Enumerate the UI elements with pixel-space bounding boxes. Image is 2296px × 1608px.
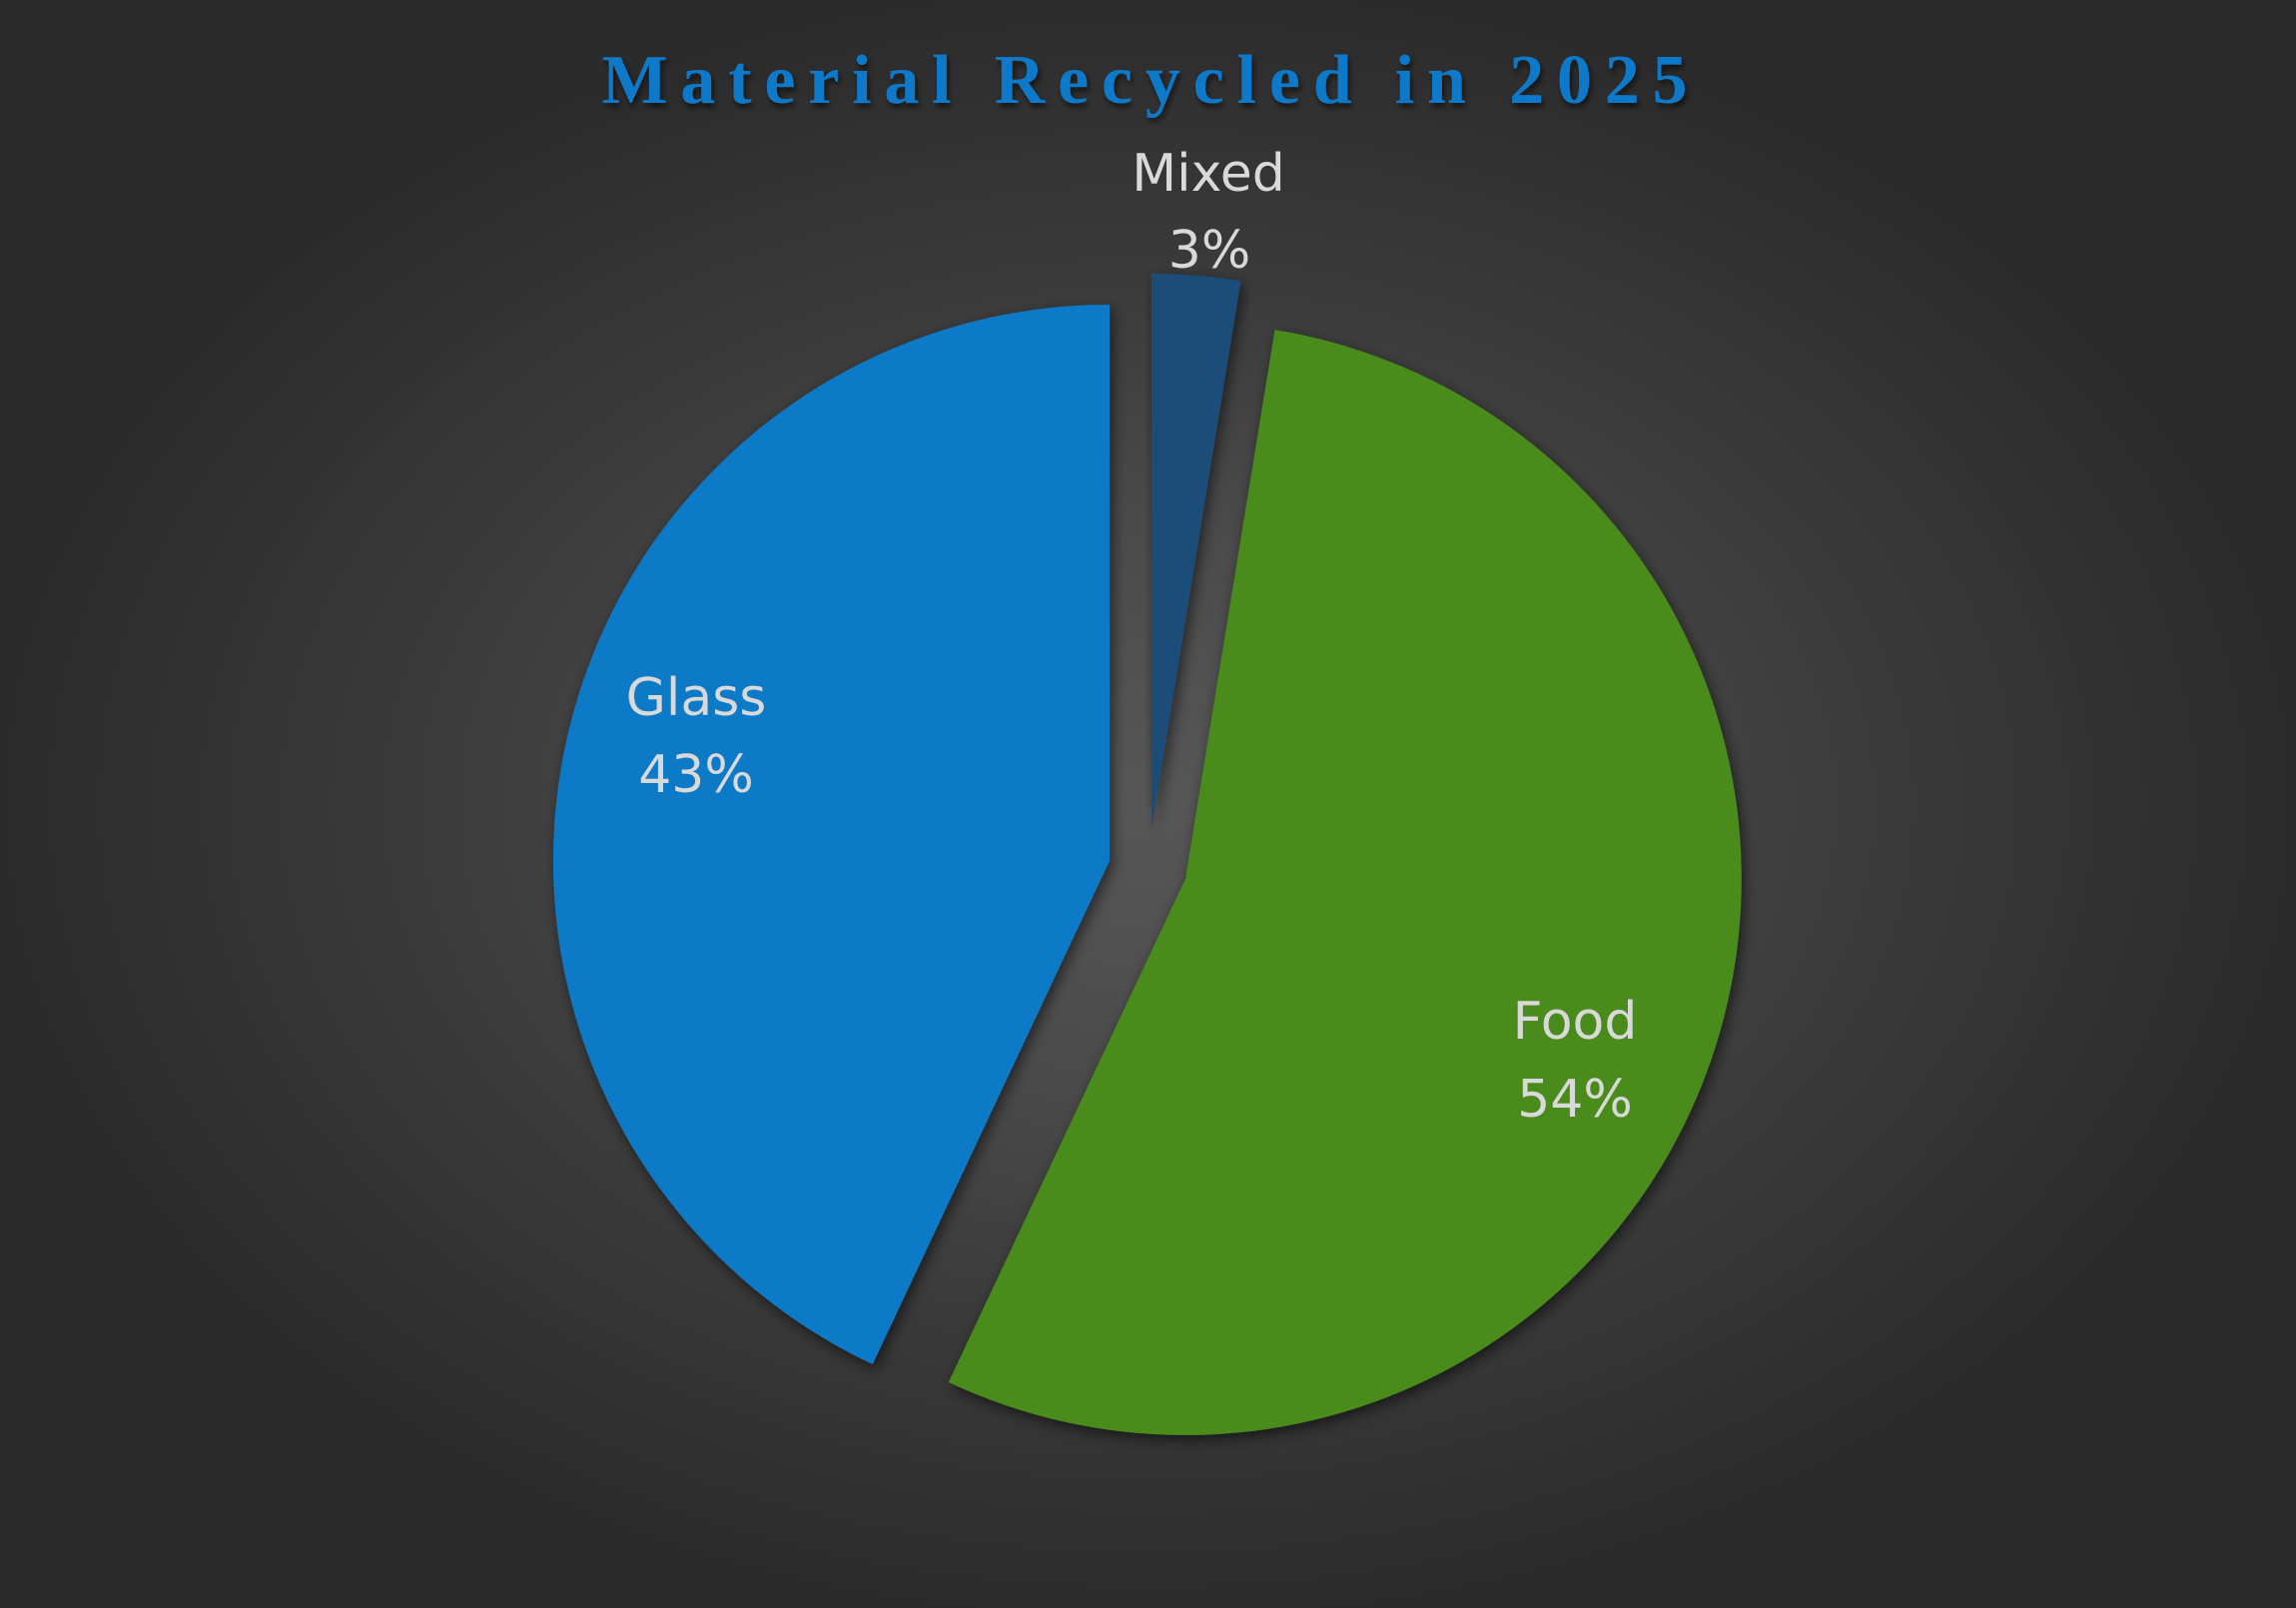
pie-slice-food[interactable] — [948, 330, 1742, 1435]
data-label-mixed: Mixed 3% — [1132, 144, 1285, 281]
data-label-glass-name: Glass — [626, 668, 767, 728]
data-label-mixed-percent: 3% — [1168, 221, 1251, 281]
pie-slice-glass[interactable] — [552, 305, 1110, 1364]
chart-title: Material Recycled in 2025 — [602, 42, 1688, 119]
data-label-mixed-name: Mixed — [1132, 144, 1285, 204]
pie-slice-mixed[interactable] — [1151, 273, 1241, 830]
data-label-food-name: Food — [1513, 992, 1638, 1052]
data-label-food: Food 54% — [1513, 992, 1638, 1130]
data-label-food-percent: 54% — [1517, 1070, 1633, 1130]
data-label-glass: Glass 43% — [626, 668, 767, 805]
data-label-glass-percent: 43% — [638, 745, 754, 805]
